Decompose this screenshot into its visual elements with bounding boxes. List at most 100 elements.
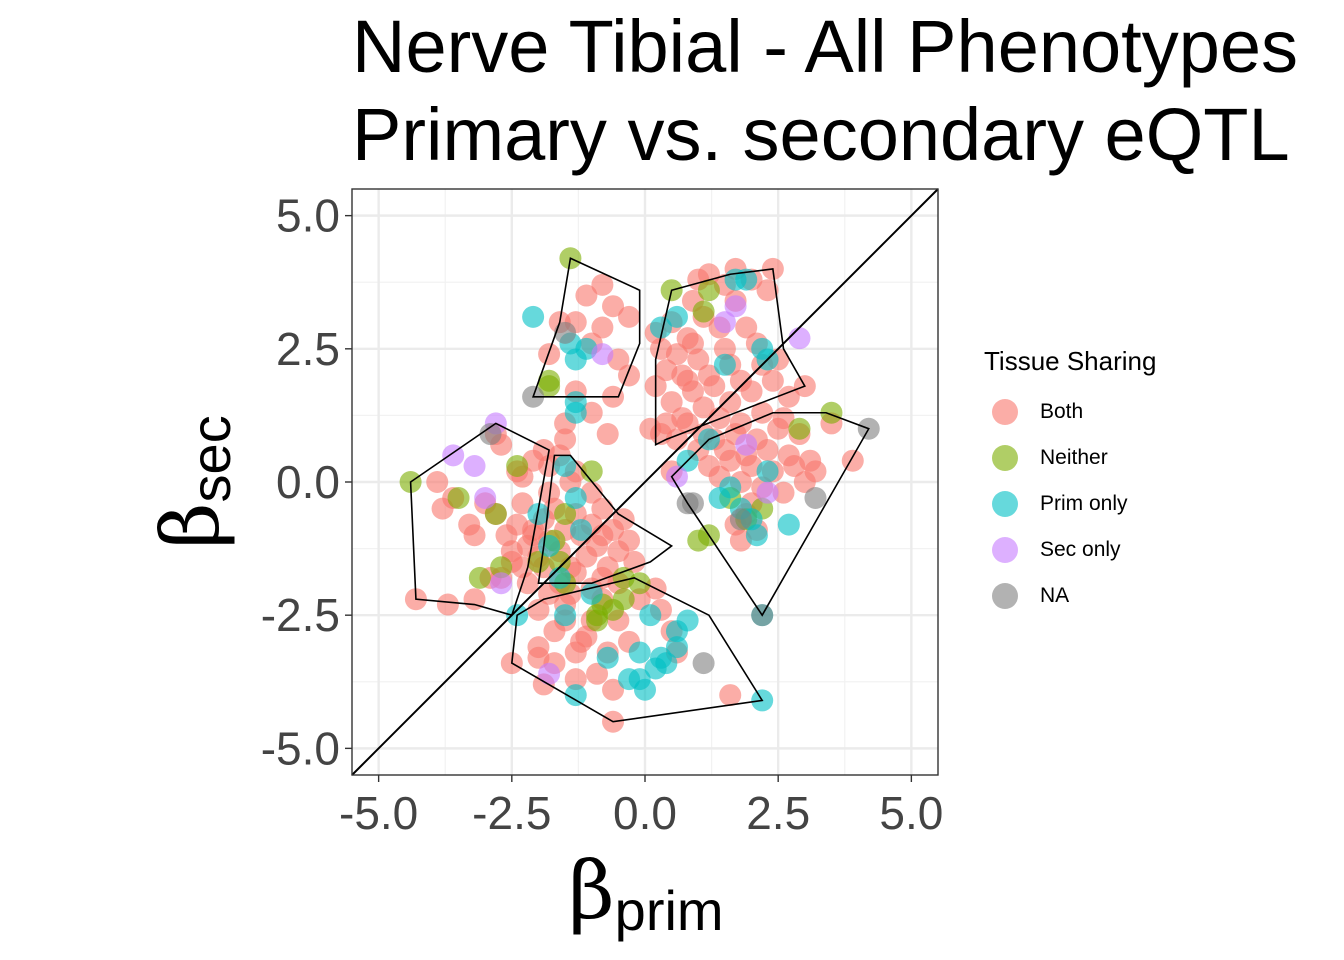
legend-key	[992, 445, 1018, 471]
legend-item-sec-only: Sec only	[984, 527, 1156, 573]
data-points	[399, 247, 880, 733]
legend-items: Both Neither Prim only Sec only NA	[984, 389, 1156, 619]
point-both	[591, 497, 614, 520]
point-prim-only	[649, 316, 672, 339]
point-both	[772, 481, 795, 504]
hull-5	[510, 577, 764, 723]
hull-3	[409, 422, 551, 617]
reference-line	[351, 188, 939, 776]
legend-label: Sec only	[1040, 538, 1121, 561]
point-prim-only	[655, 652, 678, 675]
hull-6	[670, 411, 870, 617]
point-both	[639, 417, 662, 440]
point-both	[516, 572, 539, 595]
point-neither	[580, 460, 603, 483]
legend-key	[992, 583, 1018, 609]
point-both	[681, 332, 704, 355]
convex-hulls	[409, 257, 870, 723]
point-prim-only	[756, 460, 779, 483]
point-both	[591, 524, 614, 547]
point-both	[756, 439, 779, 462]
point-both	[719, 391, 742, 414]
point-neither	[820, 401, 843, 424]
point-prim-only	[596, 646, 619, 669]
point-both	[602, 295, 625, 318]
point-both	[554, 428, 577, 451]
point-both	[618, 529, 641, 552]
legend: Tissue Sharing Both Neither Prim only Sec o…	[984, 346, 1156, 619]
point-prim-only	[639, 604, 662, 627]
point-neither	[506, 455, 529, 478]
x-axis-label: βprim	[568, 844, 723, 942]
point-both	[623, 550, 646, 573]
point-prim-only	[522, 305, 545, 328]
y-tick-label: 0.0	[276, 456, 340, 508]
point-both	[618, 364, 641, 387]
point-sec-only	[463, 455, 486, 478]
legend-item-na: NA	[984, 573, 1156, 619]
point-neither	[484, 502, 507, 525]
legend-item-both: Both	[984, 389, 1156, 435]
point-both	[436, 593, 459, 616]
point-both	[591, 273, 614, 296]
point-prim-only	[527, 502, 550, 525]
x-axis-ticks: -5.0 -2.5 0.0 2.5 5.0	[339, 775, 943, 839]
point-both	[671, 364, 694, 387]
point-prim-only	[676, 609, 699, 632]
point-neither	[586, 604, 609, 627]
point-na	[729, 508, 752, 531]
point-both	[719, 449, 742, 472]
point-prim-only	[538, 534, 561, 557]
y-tick-label: -5.0	[261, 722, 340, 774]
point-both	[511, 492, 534, 515]
point-sec-only	[724, 295, 747, 318]
point-neither	[692, 300, 715, 323]
y-axis-ticks: -5.0 -2.5 0.0 2.5 5.0	[261, 190, 352, 774]
point-na	[554, 321, 577, 344]
x-axis-label-subscript: prim	[615, 879, 724, 942]
hull-2	[654, 268, 806, 447]
point-prim-only	[564, 401, 587, 424]
point-prim-only	[554, 455, 577, 478]
point-na	[479, 423, 502, 446]
reference-line-layer	[351, 188, 939, 776]
point-prim-only	[713, 353, 736, 376]
y-axis-label-subscript: sec	[179, 415, 242, 502]
point-both	[463, 524, 486, 547]
legend-label: Neither	[1040, 446, 1108, 469]
legend-label: Prim only	[1040, 492, 1128, 515]
point-both	[703, 375, 726, 398]
point-prim-only	[735, 268, 758, 291]
legend-key	[992, 491, 1018, 517]
point-both	[660, 391, 683, 414]
chart-title-line-2: Primary vs. secondary eQTL	[352, 93, 1290, 176]
point-na	[804, 486, 827, 509]
x-axis-label-symbol: β	[568, 844, 614, 937]
legend-item-neither: Neither	[984, 435, 1156, 481]
hull-1	[531, 257, 641, 398]
point-prim-only	[564, 486, 587, 509]
point-both	[618, 305, 641, 328]
point-prim-only	[548, 566, 571, 589]
point-neither	[612, 566, 635, 589]
y-axis-label-symbol: β	[144, 502, 237, 548]
point-both	[719, 684, 742, 707]
point-neither	[788, 417, 811, 440]
point-neither	[468, 566, 491, 589]
point-prim-only	[564, 684, 587, 707]
legend-item-prim-only: Prim only	[984, 481, 1156, 527]
point-both	[649, 337, 672, 360]
x-tick-label: 5.0	[879, 787, 943, 839]
point-both	[841, 449, 864, 472]
point-both	[538, 481, 561, 504]
point-both	[564, 668, 587, 691]
point-sec-only	[735, 433, 758, 456]
legend-key	[992, 399, 1018, 425]
point-sec-only	[665, 465, 688, 488]
point-both	[591, 316, 614, 339]
point-both	[761, 369, 784, 392]
point-neither	[527, 550, 550, 573]
y-axis-label: βsec	[144, 415, 242, 548]
point-both	[586, 662, 609, 685]
legend-key	[992, 537, 1018, 563]
